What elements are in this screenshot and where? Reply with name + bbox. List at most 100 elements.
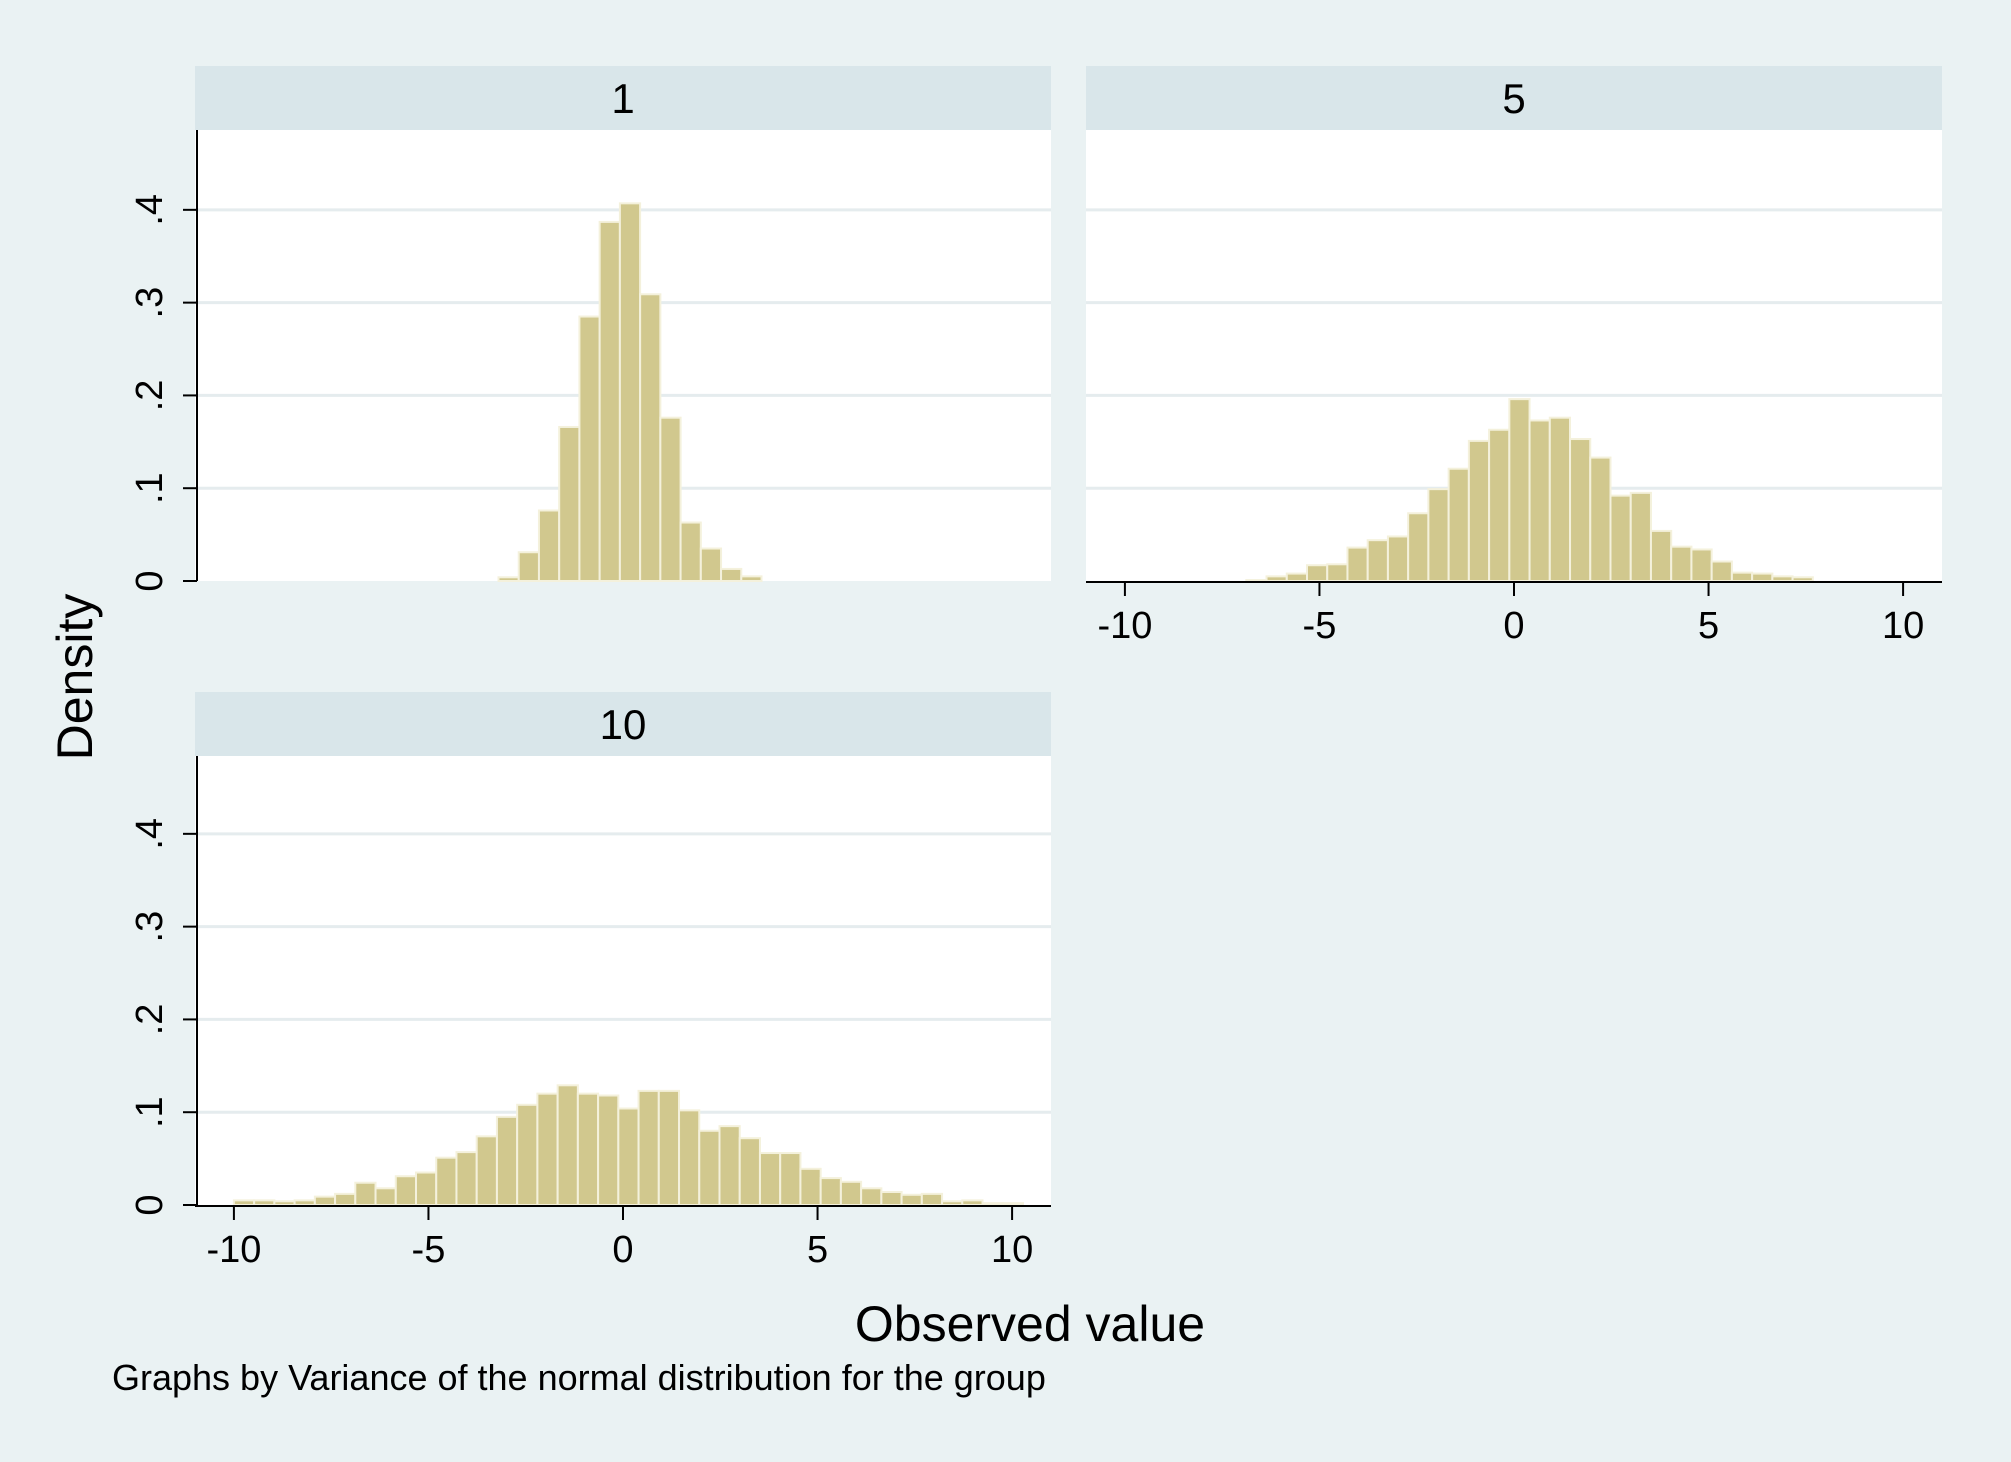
histogram-bar [720,567,743,582]
histogram-bar [659,416,682,583]
histogram-bar [1730,571,1754,583]
histogram-bar [839,1180,863,1207]
histogram-bar [1285,572,1309,582]
histogram-bar [1366,539,1389,583]
histogram-bar [618,202,642,582]
histogram-bar [293,1199,316,1207]
panel-title: 10 [600,701,647,748]
histogram-bar [699,547,723,582]
histogram-bar [1386,535,1410,582]
histogram-bar [394,1175,418,1206]
histogram-bar [617,1107,640,1207]
histogram-bar [678,1109,701,1207]
histogram-bar [455,1151,478,1206]
x-tick-label: -10 [206,1229,261,1271]
x-tick-label: 10 [1882,605,1924,647]
x-ticks: -10 -5 0 5 10 [206,1206,1033,1271]
panel-title: 5 [1502,75,1525,122]
histogram-bar [860,1187,883,1207]
x-tick-label: 0 [612,1229,633,1271]
y-tick-label: 0 [129,570,171,591]
x-tick-label: 5 [807,1229,828,1271]
y-tick-label: 0 [129,1194,171,1215]
histogram-bar [740,575,763,583]
x-tick-label: -10 [1097,605,1152,647]
histogram-bar [1407,512,1430,583]
histogram-bar [1265,575,1288,583]
histogram-bar [1690,548,1713,583]
histogram-bar [698,1129,721,1207]
histogram-bar [475,1135,498,1206]
histogram-bar [537,509,561,582]
histogram-bar [497,576,520,583]
histogram-bar [578,315,601,582]
histogram-bar [1326,563,1349,582]
histogram-bar [517,551,540,582]
histogram-bar [920,1192,944,1206]
y-axis-title: Density [47,594,103,761]
histogram-bar [1306,564,1329,583]
strip-background [195,692,1051,756]
histogram-bar [1569,438,1592,583]
y-tick-label: .4 [129,194,171,226]
histogram-bar [435,1156,458,1207]
y-tick-label: .1 [129,1096,171,1128]
histogram-bar [1589,456,1612,583]
histogram-bar [1245,579,1268,582]
histogram-bar [374,1187,397,1207]
histogram-bar [900,1193,923,1206]
histogram-bar [657,1089,681,1206]
histogram-bar [1710,560,1733,583]
histogram-bar [1508,398,1531,582]
y-tick-label: .2 [129,1004,171,1036]
y-tick-label: .1 [129,472,171,504]
histogram-bar [576,1092,600,1206]
histogram-bar [1447,467,1470,583]
histogram-bar [232,1199,256,1207]
x-tick-label: -5 [1303,605,1337,647]
histogram-bar [354,1181,377,1206]
histogram-bar [1427,488,1450,582]
histogram-bar [1649,529,1673,582]
histogram-bar [1670,545,1693,582]
histogram-bar [558,425,581,582]
histogram-bar [1548,416,1572,583]
histogram-bar [1629,491,1652,583]
histogram-bar [598,220,621,582]
histogram-bar [961,1199,984,1207]
y-tick-label: .2 [129,380,171,412]
strip-background [1086,66,1942,130]
y-tick-label: .3 [129,911,171,943]
histogram-bar [1346,546,1369,582]
histogram-bar [637,1089,660,1206]
x-axis-title: Observed value [855,1296,1205,1352]
y-tick-label: .3 [129,287,171,319]
histogram-bar [1528,419,1551,583]
histogram-bar [273,1200,296,1206]
panel-variance-1: 1 0 .1 .2 .3 .4 [129,66,1051,592]
y-ticks: 0 .1 .2 .3 .4 [129,194,197,592]
histogram-bar [556,1084,579,1207]
gridlines [195,832,1051,1114]
histogram-bar [639,293,662,582]
bars [497,202,763,583]
histogram-bar [516,1103,539,1206]
graphs-by-note: Graphs by Variance of the normal distrib… [112,1357,1046,1398]
y-tick-label: .4 [129,818,171,850]
histogram-bar [880,1191,903,1206]
histogram-bar [941,1200,964,1206]
strip-background [195,66,1051,130]
x-tick-label: 0 [1503,605,1524,647]
x-ticks: -10 -5 0 5 10 [1097,582,1924,647]
histogram-bar [1467,439,1491,582]
histogram-bar [799,1167,822,1207]
histogram-bar [1771,575,1794,583]
histogram-bar [1001,1202,1024,1206]
histogram-bar [738,1137,761,1206]
panel-title: 1 [611,75,634,122]
panel-variance-5: 5 -10 -5 0 5 10 [1086,66,1942,647]
histogram-bar [1609,494,1632,583]
histogram-bar [679,521,702,583]
histogram-bar [819,1177,842,1206]
